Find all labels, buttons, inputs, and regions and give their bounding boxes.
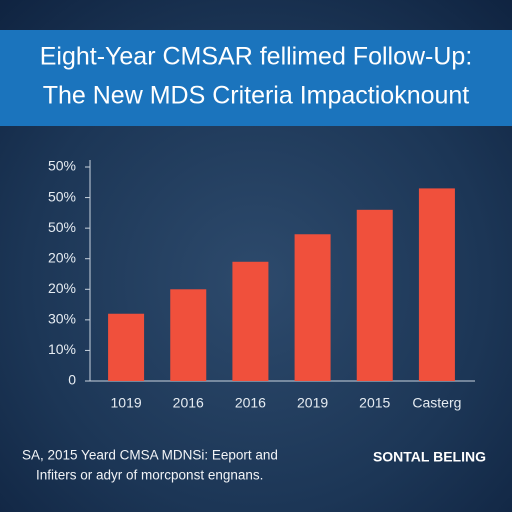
y-tick-label: 10% bbox=[48, 341, 76, 357]
footnote: Infiters or adyr of morcponst engnans. bbox=[36, 468, 263, 483]
chart-title: The New MDS Criteria Impactioknount bbox=[43, 82, 470, 110]
chart-title: Eight-Year CMSAR fellimed Follow-Up: bbox=[40, 43, 473, 71]
y-tick-label: 0 bbox=[68, 372, 76, 388]
bar bbox=[170, 289, 207, 381]
footnote: SA, 2015 Yeard CMSA MDNSi: Eeport and bbox=[22, 448, 278, 463]
brand: SONTAL BELING bbox=[373, 449, 486, 465]
title-band bbox=[0, 30, 512, 126]
y-tick-label: 30% bbox=[48, 311, 76, 327]
bar bbox=[108, 313, 145, 381]
x-tick-label: 2015 bbox=[359, 395, 390, 411]
y-tick-label: 20% bbox=[48, 280, 76, 296]
bar bbox=[294, 234, 331, 381]
x-tick-label: 2019 bbox=[297, 395, 328, 411]
y-tick-label: 20% bbox=[48, 249, 76, 265]
y-tick-label: 50% bbox=[48, 188, 76, 204]
x-tick-label: 2016 bbox=[173, 395, 204, 411]
bar bbox=[418, 188, 455, 381]
x-tick-label: 1019 bbox=[111, 395, 142, 411]
bar bbox=[232, 261, 269, 381]
y-tick-label: 50% bbox=[48, 158, 76, 174]
y-tick-label: 50% bbox=[48, 219, 76, 235]
x-tick-label: 2016 bbox=[235, 395, 266, 411]
bar bbox=[356, 209, 393, 381]
x-tick-label: Casterg bbox=[412, 395, 461, 411]
